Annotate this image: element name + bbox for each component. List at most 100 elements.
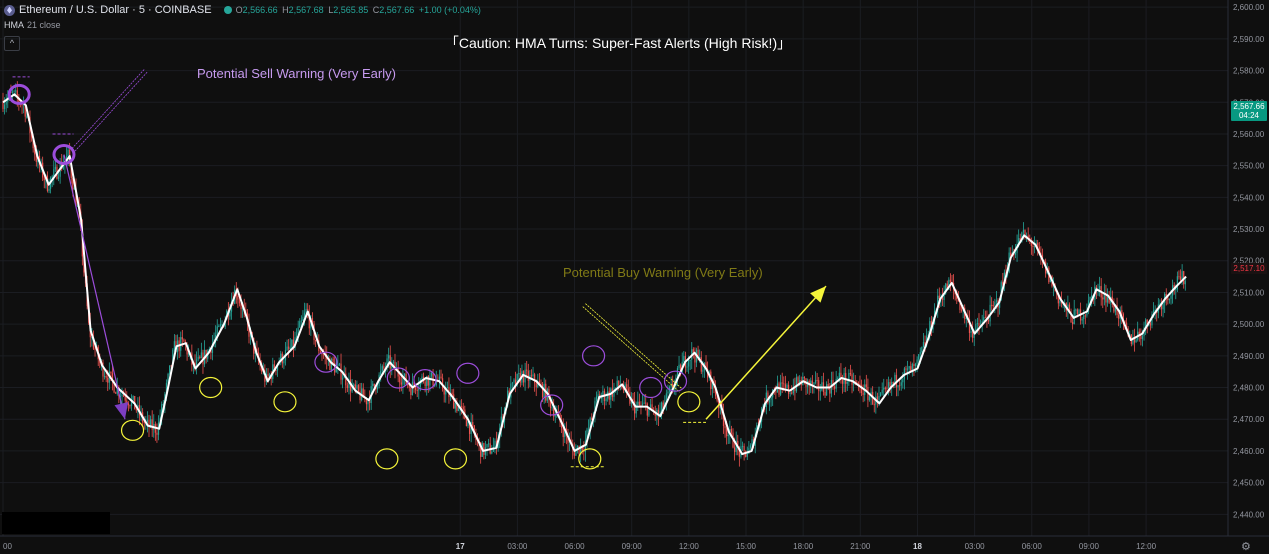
gear-icon[interactable]: ⚙ — [1241, 541, 1251, 553]
candle-body — [781, 382, 783, 384]
candle-body — [386, 358, 388, 369]
candle-body — [799, 380, 801, 384]
candle-body — [276, 364, 279, 371]
candle-body — [1138, 331, 1140, 335]
candle-body — [797, 377, 799, 384]
candle-body — [624, 384, 626, 391]
symbol-title[interactable]: Ethereum / U.S. Dollar · 5 · COINBASE — [19, 4, 212, 16]
symbol-legend[interactable]: Ethereum / U.S. Dollar · 5 · COINBASE O2… — [4, 4, 483, 16]
candle-body — [1089, 296, 1091, 301]
candle-body — [1022, 229, 1025, 233]
candle-body — [373, 383, 375, 387]
candle-body — [597, 394, 599, 397]
candle-body — [407, 384, 409, 386]
candle-body — [680, 364, 682, 373]
candle-body — [288, 346, 290, 349]
candle-body — [321, 353, 323, 355]
price-axis[interactable]: 2,600.002,590.002,580.002,570.002,560.00… — [1233, 3, 1265, 519]
candle-body — [267, 373, 269, 377]
candle-body — [826, 384, 828, 396]
candle-body — [383, 366, 385, 369]
price-tick-label: 2,500.00 — [1233, 320, 1265, 329]
collapse-legend-button[interactable]: ^ — [4, 36, 20, 51]
candle-body — [549, 397, 552, 409]
time-tick-label: 21:00 — [850, 542, 871, 551]
time-tick-label: 18:00 — [793, 542, 814, 551]
candle-body — [215, 334, 217, 340]
candle-body — [765, 392, 767, 408]
candle-body — [441, 378, 444, 389]
candle-body — [295, 336, 298, 338]
candle-body — [453, 394, 455, 409]
buy-pointer-line — [585, 303, 683, 390]
candle-body — [1106, 295, 1109, 303]
candle-body — [300, 320, 302, 322]
candle-body — [894, 374, 896, 384]
candle-body — [170, 365, 172, 367]
candle-body — [645, 402, 647, 404]
candle-body — [1135, 339, 1137, 343]
candle-body — [34, 148, 36, 155]
candle-body — [473, 425, 475, 435]
candle-body — [238, 299, 241, 304]
candle-body — [130, 399, 133, 406]
candle-body — [1084, 315, 1086, 317]
candle-body — [530, 375, 533, 377]
candle-body — [1014, 252, 1017, 255]
candle-body — [787, 384, 790, 394]
candle-body — [357, 385, 360, 392]
candle-body — [795, 377, 798, 392]
time-axis[interactable]: 00 17 03:00 06:00 09:00 12:00 15:00 18:00 21:00 1… — [3, 542, 1157, 551]
candle-body — [16, 90, 18, 98]
candle-body — [402, 377, 404, 385]
candle-body — [434, 385, 436, 387]
candle-body — [359, 391, 361, 401]
market-status-icon[interactable] — [223, 6, 232, 14]
candle-body — [587, 429, 590, 431]
candle-body — [219, 324, 222, 327]
candle-body — [362, 388, 364, 398]
candle-body — [2, 102, 4, 110]
candle-body — [911, 364, 913, 373]
candle-body — [965, 317, 967, 319]
candle-body — [746, 453, 748, 457]
candle-body — [841, 379, 844, 384]
sell-signal-circle — [581, 345, 606, 367]
candle-body — [330, 358, 333, 370]
candle-body — [657, 409, 660, 417]
sell-signal-circle — [52, 144, 76, 166]
candle-body — [983, 317, 985, 321]
candle-body — [626, 384, 628, 389]
candle-body — [1068, 304, 1071, 312]
candle-body — [821, 382, 823, 391]
candle-body — [711, 379, 713, 389]
candle-body — [454, 403, 456, 409]
candle-body — [1049, 276, 1052, 283]
candle-body — [1032, 245, 1034, 247]
candle-body — [733, 447, 736, 452]
candle-body — [902, 379, 904, 383]
candle-body — [1159, 303, 1161, 305]
candle-body — [111, 373, 114, 382]
indicator-name: HMA — [4, 20, 24, 30]
candle-body — [641, 403, 644, 406]
candle-body — [884, 387, 886, 389]
candle-body — [1179, 276, 1182, 281]
candle-body — [919, 352, 921, 355]
indicator-legend[interactable]: HMA 21 close — [4, 20, 61, 30]
candle-body — [169, 365, 171, 374]
title-bracket-close: 」 — [777, 35, 791, 51]
candle-body — [394, 361, 396, 371]
candle-body — [345, 373, 347, 386]
candle-body — [421, 376, 423, 380]
candle-body — [126, 400, 128, 404]
candle-body — [1072, 322, 1074, 325]
candle-body — [838, 372, 840, 379]
candle-body — [15, 90, 17, 92]
candle-body — [1162, 303, 1164, 310]
candle-body — [811, 380, 813, 387]
candle-body — [510, 383, 512, 398]
candle-body — [922, 342, 925, 347]
candle-body — [121, 394, 123, 396]
